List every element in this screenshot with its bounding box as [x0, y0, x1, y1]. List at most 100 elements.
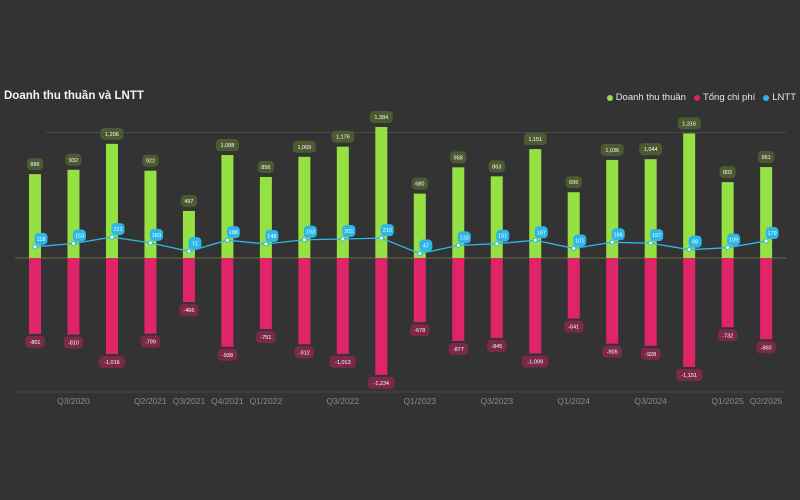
profit-point: [147, 240, 153, 246]
profit-point: [340, 236, 346, 242]
profit-point: [417, 251, 423, 257]
legend-item-cost[interactable]: Tổng chi phí: [693, 92, 755, 103]
cost-bar: [413, 258, 426, 323]
cost-bar: [182, 258, 195, 303]
profit-line: [34, 236, 767, 255]
x-tick-label: Q2/2025: [750, 396, 783, 406]
profit-data-label: 71: [192, 241, 198, 247]
legend-profit-label: LNTT: [772, 92, 796, 103]
profit-point: [378, 235, 384, 241]
cost-data-label-bg: [756, 341, 776, 354]
revenue-data-label-bg: [180, 194, 198, 207]
profit-data-label: 118: [37, 237, 46, 243]
revenue-data-label: 1,206: [105, 132, 119, 138]
cost-data-label: -1,151: [681, 373, 697, 379]
profit-data-label-bg: [72, 229, 86, 242]
revenue-data-label-bg: [488, 160, 505, 173]
cost-data-label: -1,234: [374, 381, 390, 387]
cost-bar: [29, 258, 41, 334]
cost-data-label: -905: [607, 350, 618, 356]
cost-data-label: -466: [183, 308, 194, 314]
profit-data-label-bg: [765, 227, 779, 240]
cost-bar: [221, 258, 234, 347]
revenue-data-label-bg: [142, 154, 159, 167]
x-tick-label: Q3/2022: [327, 396, 360, 406]
revenue-data-label: 922: [146, 159, 155, 165]
revenue-data-label: 1,151: [528, 137, 542, 143]
revenue-data-label-bg: [677, 117, 701, 130]
cost-data-label: -860: [761, 345, 772, 351]
cost-bar: [144, 258, 157, 334]
cost-bar: [452, 258, 465, 342]
x-tick-label: Q4/2021: [211, 396, 244, 406]
x-tick-label: Q1/2023: [403, 396, 436, 406]
profit-data-label: 88: [692, 240, 698, 246]
cost-data-label: -845: [491, 344, 502, 350]
cost-bar: [721, 258, 734, 328]
profit-data-label-bg: [149, 228, 163, 241]
x-tick-label: Q1/2024: [557, 396, 590, 406]
revenue-data-label-bg: [565, 176, 582, 189]
revenue-data-label-bg: [719, 166, 736, 179]
cost-data-label: -928: [645, 352, 656, 358]
revenue-data-label-bg: [215, 139, 239, 152]
profit-data-label-bg: [111, 223, 125, 236]
profit-point: [609, 239, 615, 245]
profit-data-label: 179: [768, 231, 777, 237]
legend-revenue-marker: [606, 94, 613, 101]
revenue-data-label: 680: [415, 182, 424, 188]
cost-data-label-bg: [522, 355, 549, 368]
profit-point: [109, 234, 115, 240]
cost-bar: [105, 258, 118, 355]
revenue-bar: [760, 167, 773, 258]
revenue-data-label: 1,069: [297, 145, 311, 151]
profit-point: [263, 241, 269, 247]
profit-data-label-bg: [496, 229, 510, 242]
profit-data-label-bg: [534, 226, 548, 239]
revenue-bar: [683, 133, 696, 258]
cost-bar: [567, 258, 580, 319]
legend-item-revenue[interactable]: Doanh thu thuần: [606, 92, 686, 103]
profit-point: [648, 240, 654, 246]
profit-point: [301, 237, 307, 243]
cost-bar: [67, 258, 80, 335]
profit-data-label: 188: [229, 230, 238, 236]
cost-data-label: -1,013: [335, 360, 351, 366]
cost-bar: [336, 258, 349, 354]
revenue-data-label: 1,088: [221, 143, 235, 149]
revenue-data-label-bg: [65, 153, 82, 166]
profit-point: [532, 237, 538, 243]
profit-data-label-bg: [226, 226, 240, 239]
x-tick-label: Q3/2020: [57, 396, 90, 406]
profit-point: [763, 238, 769, 244]
revenue-data-label-bg: [639, 143, 663, 156]
revenue-data-label-bg: [26, 158, 44, 171]
legend-item-profit[interactable]: LNTT: [763, 92, 796, 103]
cost-data-label-bg: [217, 348, 238, 361]
profit-data-label: 201: [344, 229, 353, 235]
profit-data-label-bg: [380, 224, 394, 237]
cost-bar: [644, 258, 657, 346]
profit-data-label-bg: [457, 231, 471, 244]
revenue-data-label: 958: [454, 155, 463, 161]
cost-bar: [760, 258, 773, 340]
revenue-data-label-bg: [257, 160, 274, 173]
cost-bar: [529, 258, 542, 354]
profit-point: [70, 241, 76, 247]
profit-data-label: 109: [729, 238, 738, 244]
x-tick-label: Q3/2024: [634, 396, 667, 406]
cost-bar: [259, 258, 272, 330]
revenue-data-label: 1,316: [682, 121, 696, 127]
profit-data-label-bg: [650, 229, 664, 242]
profit-data-label: 160: [152, 233, 161, 239]
revenue-data-label: 1,036: [605, 148, 619, 154]
cost-data-label-bg: [329, 355, 357, 368]
revenue-data-label-bg: [292, 140, 316, 153]
profit-data-label: 157: [652, 233, 661, 239]
revenue-data-label: 961: [762, 155, 771, 161]
cost-bar: [683, 258, 696, 367]
cost-data-label: -1,009: [527, 360, 543, 366]
x-tick-label: Q2/2021: [134, 396, 167, 406]
profit-data-label: 151: [498, 234, 507, 240]
